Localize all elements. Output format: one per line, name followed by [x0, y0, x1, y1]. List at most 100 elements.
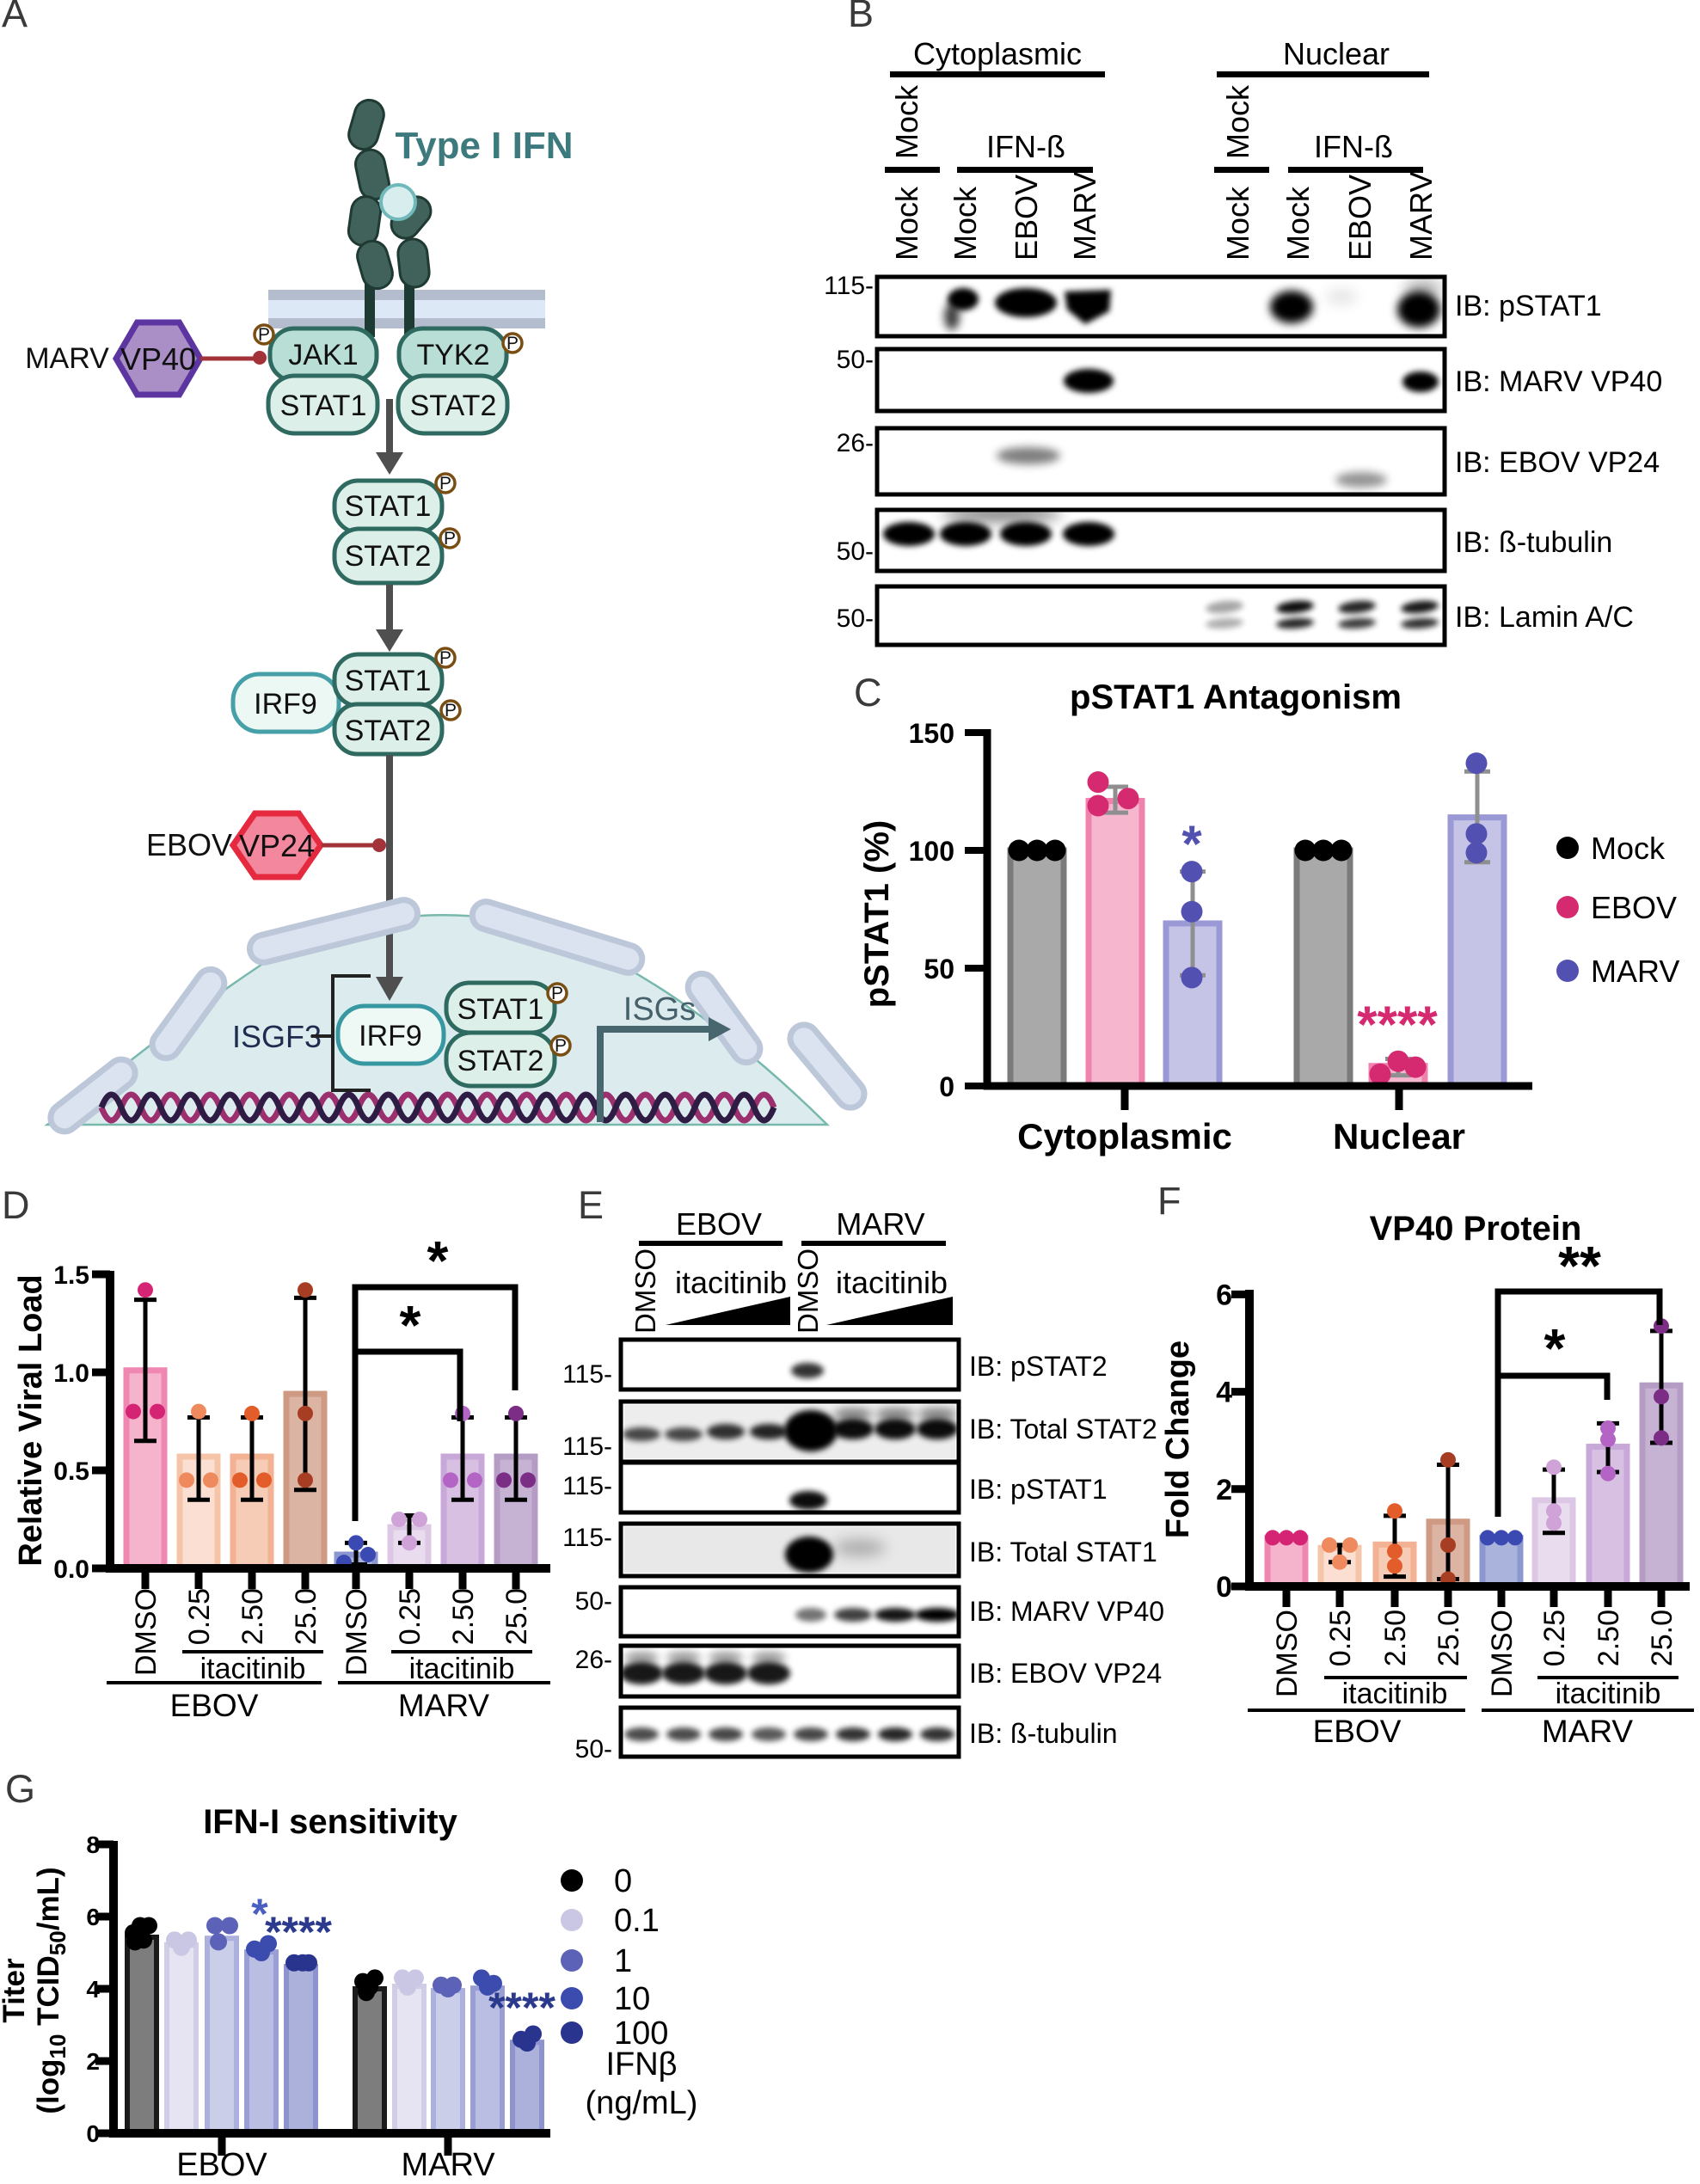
svg-text:F: F — [1157, 1179, 1181, 1223]
svg-text:(ng/mL): (ng/mL) — [586, 2085, 698, 2121]
svg-text:DMSO: DMSO — [341, 1588, 373, 1676]
svg-text:VP40: VP40 — [120, 341, 196, 377]
svg-text:itacitinib: itacitinib — [409, 1653, 515, 1685]
svg-text:P: P — [444, 529, 456, 549]
svg-text:0.5: 0.5 — [53, 1457, 89, 1486]
svg-text:MARV: MARV — [1067, 172, 1102, 261]
svg-text:EBOV: EBOV — [1009, 175, 1044, 261]
svg-text:IRF9: IRF9 — [359, 1020, 422, 1052]
svg-text:IFN-I sensitivity: IFN-I sensitivity — [203, 1803, 457, 1841]
svg-text:STAT1: STAT1 — [280, 390, 367, 422]
svg-text:2.50: 2.50 — [447, 1588, 480, 1645]
svg-text:Mock: Mock — [1220, 186, 1255, 261]
svg-text:IFNβ: IFNβ — [605, 2046, 677, 2083]
svg-text:50: 50 — [924, 954, 954, 985]
svg-text:Fold Change: Fold Change — [1160, 1340, 1196, 1538]
svg-text:1: 1 — [614, 1943, 632, 1979]
svg-text:pSTAT1 (%): pSTAT1 (%) — [858, 820, 896, 1009]
svg-text:*: * — [400, 1294, 421, 1356]
svg-text:P: P — [445, 701, 457, 721]
svg-text:IRF9: IRF9 — [254, 688, 317, 721]
svg-text:**: ** — [1558, 1235, 1601, 1297]
svg-text:G: G — [5, 1767, 35, 1811]
svg-text:MARV: MARV — [25, 342, 109, 375]
svg-text:50-: 50- — [575, 1735, 612, 1764]
svg-text:115-: 115- — [824, 272, 874, 300]
svg-text:2: 2 — [86, 2048, 100, 2075]
svg-text:itacitinib: itacitinib — [1342, 1678, 1448, 1710]
svg-text:P: P — [439, 474, 451, 494]
svg-text:4: 4 — [86, 1976, 100, 2003]
svg-text:EBOV: EBOV — [1591, 890, 1677, 925]
svg-text:****: **** — [1357, 996, 1438, 1053]
svg-text:B: B — [848, 0, 874, 35]
svg-text:8: 8 — [86, 1831, 100, 1858]
svg-text:2.50: 2.50 — [236, 1588, 269, 1645]
svg-text:0.25: 0.25 — [1538, 1610, 1571, 1666]
svg-text:STAT2: STAT2 — [457, 1045, 544, 1077]
svg-text:0.0: 0.0 — [53, 1555, 89, 1584]
svg-text:115-: 115- — [562, 1472, 612, 1500]
svg-text:0: 0 — [939, 1071, 954, 1102]
svg-text:C: C — [854, 671, 882, 715]
svg-text:MARV: MARV — [1403, 172, 1439, 261]
svg-text:EBOV: EBOV — [176, 2147, 267, 2180]
svg-text:IB: EBOV VP24: IB: EBOV VP24 — [969, 1658, 1162, 1689]
svg-text:115-: 115- — [562, 1432, 612, 1461]
svg-text:STAT2: STAT2 — [345, 715, 432, 747]
svg-text:P: P — [439, 648, 451, 668]
svg-text:VP24: VP24 — [239, 828, 315, 863]
svg-text:2.50: 2.50 — [1379, 1610, 1412, 1666]
svg-text:Type I IFN: Type I IFN — [396, 125, 574, 167]
svg-text:D: D — [2, 1183, 30, 1227]
svg-text:*: * — [251, 1890, 268, 1938]
svg-text:IB: MARV VP40: IB: MARV VP40 — [969, 1596, 1164, 1627]
svg-text:*: * — [427, 1230, 449, 1291]
svg-text:JAK1: JAK1 — [288, 339, 358, 371]
svg-text:26-: 26- — [837, 429, 874, 457]
svg-text:Mock: Mock — [948, 186, 983, 261]
svg-text:Mock: Mock — [889, 84, 924, 159]
svg-text:IB: EBOV VP24: IB: EBOV VP24 — [1455, 446, 1660, 479]
svg-text:100: 100 — [909, 836, 954, 867]
svg-text:Nuclear: Nuclear — [1283, 36, 1390, 71]
svg-text:6: 6 — [1216, 1279, 1232, 1311]
svg-text:IB: ß-tubulin: IB: ß-tubulin — [969, 1718, 1118, 1749]
svg-text:ISGs: ISGs — [623, 991, 696, 1028]
svg-text:0: 0 — [1216, 1571, 1232, 1604]
svg-text:STAT2: STAT2 — [345, 540, 432, 573]
svg-text:STAT1: STAT1 — [345, 490, 432, 523]
svg-text:STAT1: STAT1 — [345, 665, 432, 697]
svg-text:150: 150 — [909, 718, 954, 749]
svg-text:VP40 Protein: VP40 Protein — [1370, 1210, 1582, 1248]
svg-text:0.1: 0.1 — [614, 1903, 660, 1939]
svg-text:ISGF3: ISGF3 — [232, 1019, 322, 1054]
svg-text:itacitinib: itacitinib — [675, 1265, 787, 1300]
svg-text:*: * — [1544, 1317, 1566, 1379]
svg-text:MARV: MARV — [1591, 954, 1679, 989]
svg-text:IB: Total STAT2: IB: Total STAT2 — [969, 1414, 1157, 1445]
svg-text:Relative Viral Load: Relative Viral Load — [13, 1274, 49, 1566]
svg-text:0: 0 — [86, 2120, 100, 2147]
svg-text:pSTAT1 Antagonism: pSTAT1 Antagonism — [1070, 678, 1402, 716]
svg-text:DMSO: DMSO — [1486, 1610, 1519, 1697]
svg-text:itacitinib: itacitinib — [200, 1653, 306, 1685]
svg-text:Nuclear: Nuclear — [1333, 1116, 1465, 1156]
svg-text:Mock: Mock — [1220, 84, 1255, 159]
svg-text:25.0: 25.0 — [290, 1588, 322, 1645]
svg-text:115-: 115- — [562, 1360, 612, 1389]
svg-text:DMSO: DMSO — [130, 1588, 163, 1676]
svg-text:25.0: 25.0 — [500, 1588, 533, 1645]
svg-text:0.25: 0.25 — [183, 1588, 216, 1645]
svg-text:DMSO: DMSO — [792, 1248, 824, 1334]
svg-text:25.0: 25.0 — [1646, 1610, 1679, 1666]
svg-text:0: 0 — [614, 1863, 632, 1899]
svg-text:Mock: Mock — [889, 186, 924, 261]
svg-text:115-: 115- — [562, 1524, 612, 1552]
svg-text:Cytoplasmic: Cytoplasmic — [1017, 1116, 1232, 1156]
svg-text:itacitinib: itacitinib — [1556, 1678, 1661, 1710]
svg-text:P: P — [551, 984, 563, 1003]
svg-text:4: 4 — [1216, 1377, 1232, 1409]
svg-text:****: **** — [265, 1908, 332, 1956]
svg-text:50-: 50- — [837, 537, 874, 566]
